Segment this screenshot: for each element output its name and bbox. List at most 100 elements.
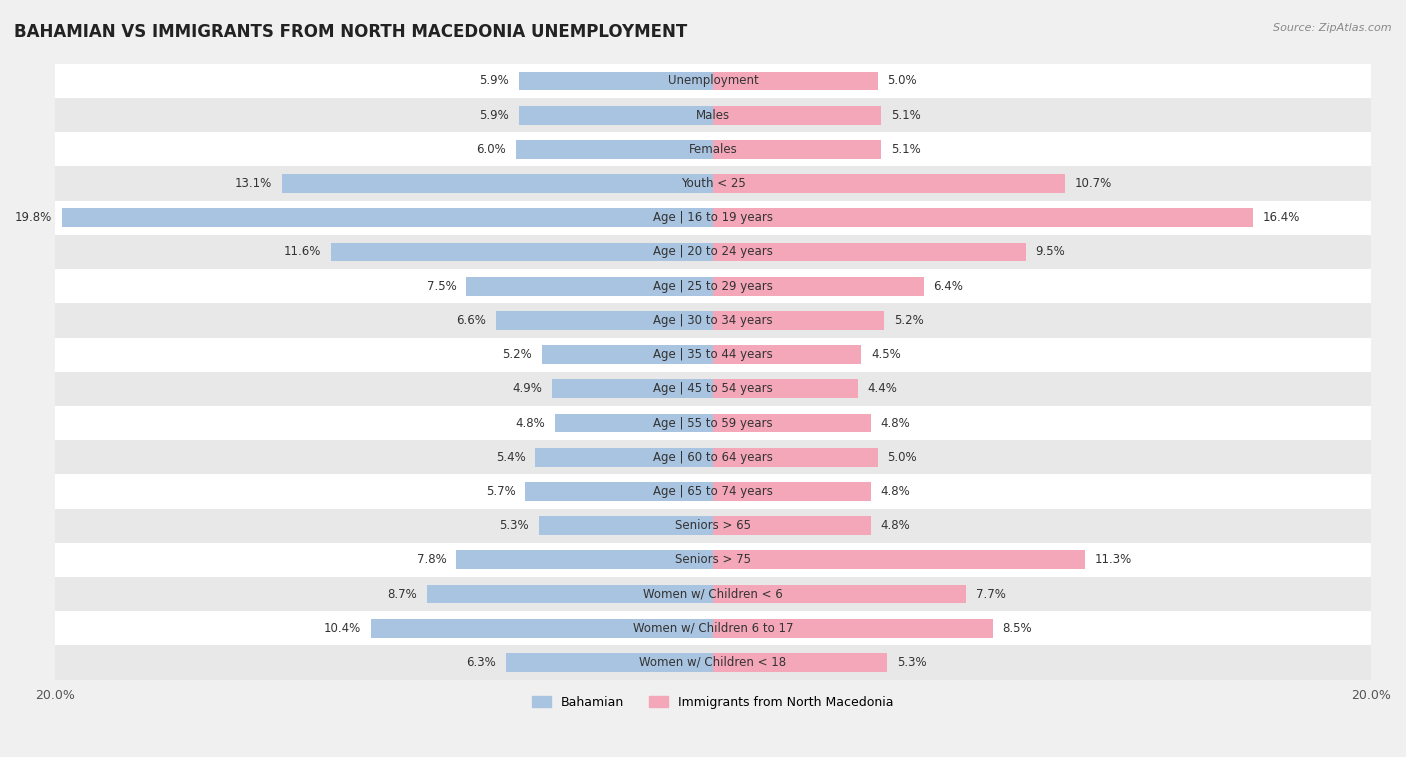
Bar: [541, 345, 713, 364]
Text: 5.1%: 5.1%: [890, 143, 921, 156]
Bar: [55, 269, 1371, 304]
Text: Age | 45 to 54 years: Age | 45 to 54 years: [654, 382, 773, 395]
Bar: [536, 448, 713, 466]
Text: Age | 35 to 44 years: Age | 35 to 44 years: [654, 348, 773, 361]
Bar: [55, 406, 1371, 440]
Text: 19.8%: 19.8%: [14, 211, 52, 224]
Bar: [55, 372, 1371, 406]
Text: 11.3%: 11.3%: [1095, 553, 1132, 566]
Text: Males: Males: [696, 109, 730, 122]
Bar: [55, 64, 1371, 98]
Text: 5.3%: 5.3%: [897, 656, 927, 669]
Text: Source: ZipAtlas.com: Source: ZipAtlas.com: [1274, 23, 1392, 33]
Text: 6.4%: 6.4%: [934, 279, 963, 293]
Bar: [713, 174, 1066, 193]
Text: 5.4%: 5.4%: [496, 450, 526, 464]
Bar: [62, 208, 713, 227]
Bar: [371, 619, 713, 637]
Bar: [713, 516, 870, 535]
Bar: [55, 475, 1371, 509]
Text: Age | 65 to 74 years: Age | 65 to 74 years: [652, 485, 773, 498]
Text: Women w/ Children 6 to 17: Women w/ Children 6 to 17: [633, 621, 793, 635]
Text: 4.8%: 4.8%: [880, 485, 911, 498]
Text: Seniors > 75: Seniors > 75: [675, 553, 751, 566]
Text: Age | 60 to 64 years: Age | 60 to 64 years: [652, 450, 773, 464]
Bar: [713, 448, 877, 466]
Text: 5.2%: 5.2%: [502, 348, 531, 361]
Text: 8.5%: 8.5%: [1002, 621, 1032, 635]
Text: 10.4%: 10.4%: [323, 621, 361, 635]
Bar: [519, 106, 713, 125]
Text: 5.1%: 5.1%: [890, 109, 921, 122]
Bar: [55, 167, 1371, 201]
Text: 8.7%: 8.7%: [387, 587, 418, 600]
Bar: [55, 132, 1371, 167]
Text: 7.8%: 7.8%: [416, 553, 447, 566]
Text: 7.7%: 7.7%: [976, 587, 1007, 600]
Text: 5.0%: 5.0%: [887, 450, 917, 464]
Text: 16.4%: 16.4%: [1263, 211, 1301, 224]
Bar: [55, 201, 1371, 235]
Bar: [55, 577, 1371, 611]
Text: 4.8%: 4.8%: [880, 519, 911, 532]
Bar: [713, 482, 870, 501]
Bar: [526, 482, 713, 501]
Bar: [55, 440, 1371, 475]
Text: 6.0%: 6.0%: [477, 143, 506, 156]
Bar: [713, 379, 858, 398]
Text: 10.7%: 10.7%: [1076, 177, 1112, 190]
Text: 5.2%: 5.2%: [894, 314, 924, 327]
Text: 5.3%: 5.3%: [499, 519, 529, 532]
Text: Women w/ Children < 18: Women w/ Children < 18: [640, 656, 786, 669]
Text: 13.1%: 13.1%: [235, 177, 273, 190]
Bar: [332, 242, 713, 261]
Text: 4.8%: 4.8%: [880, 416, 911, 429]
Bar: [713, 653, 887, 672]
Text: 4.5%: 4.5%: [870, 348, 901, 361]
Text: Age | 16 to 19 years: Age | 16 to 19 years: [652, 211, 773, 224]
Text: 9.5%: 9.5%: [1035, 245, 1066, 258]
Bar: [713, 140, 880, 159]
Bar: [496, 311, 713, 330]
Bar: [283, 174, 713, 193]
Text: 5.9%: 5.9%: [479, 74, 509, 88]
Text: Females: Females: [689, 143, 737, 156]
Text: 6.3%: 6.3%: [467, 656, 496, 669]
Bar: [713, 584, 966, 603]
Bar: [55, 304, 1371, 338]
Bar: [55, 611, 1371, 646]
Bar: [713, 413, 870, 432]
Bar: [55, 98, 1371, 132]
Bar: [713, 619, 993, 637]
Text: Seniors > 65: Seniors > 65: [675, 519, 751, 532]
Bar: [713, 550, 1085, 569]
Bar: [555, 413, 713, 432]
Text: Age | 55 to 59 years: Age | 55 to 59 years: [654, 416, 773, 429]
Text: Unemployment: Unemployment: [668, 74, 758, 88]
Bar: [55, 543, 1371, 577]
Bar: [506, 653, 713, 672]
Bar: [713, 311, 884, 330]
Bar: [551, 379, 713, 398]
Bar: [427, 584, 713, 603]
Text: 5.0%: 5.0%: [887, 74, 917, 88]
Bar: [55, 509, 1371, 543]
Text: 5.9%: 5.9%: [479, 109, 509, 122]
Bar: [457, 550, 713, 569]
Text: Women w/ Children < 6: Women w/ Children < 6: [643, 587, 783, 600]
Bar: [519, 72, 713, 90]
Text: 4.4%: 4.4%: [868, 382, 897, 395]
Text: Age | 20 to 24 years: Age | 20 to 24 years: [652, 245, 773, 258]
Text: 4.8%: 4.8%: [516, 416, 546, 429]
Bar: [713, 208, 1253, 227]
Text: Age | 30 to 34 years: Age | 30 to 34 years: [654, 314, 773, 327]
Bar: [516, 140, 713, 159]
Bar: [713, 72, 877, 90]
Legend: Bahamian, Immigrants from North Macedonia: Bahamian, Immigrants from North Macedoni…: [527, 691, 898, 714]
Text: 6.6%: 6.6%: [456, 314, 486, 327]
Bar: [713, 277, 924, 295]
Text: BAHAMIAN VS IMMIGRANTS FROM NORTH MACEDONIA UNEMPLOYMENT: BAHAMIAN VS IMMIGRANTS FROM NORTH MACEDO…: [14, 23, 688, 41]
Text: 7.5%: 7.5%: [426, 279, 457, 293]
Bar: [55, 338, 1371, 372]
Bar: [713, 242, 1025, 261]
